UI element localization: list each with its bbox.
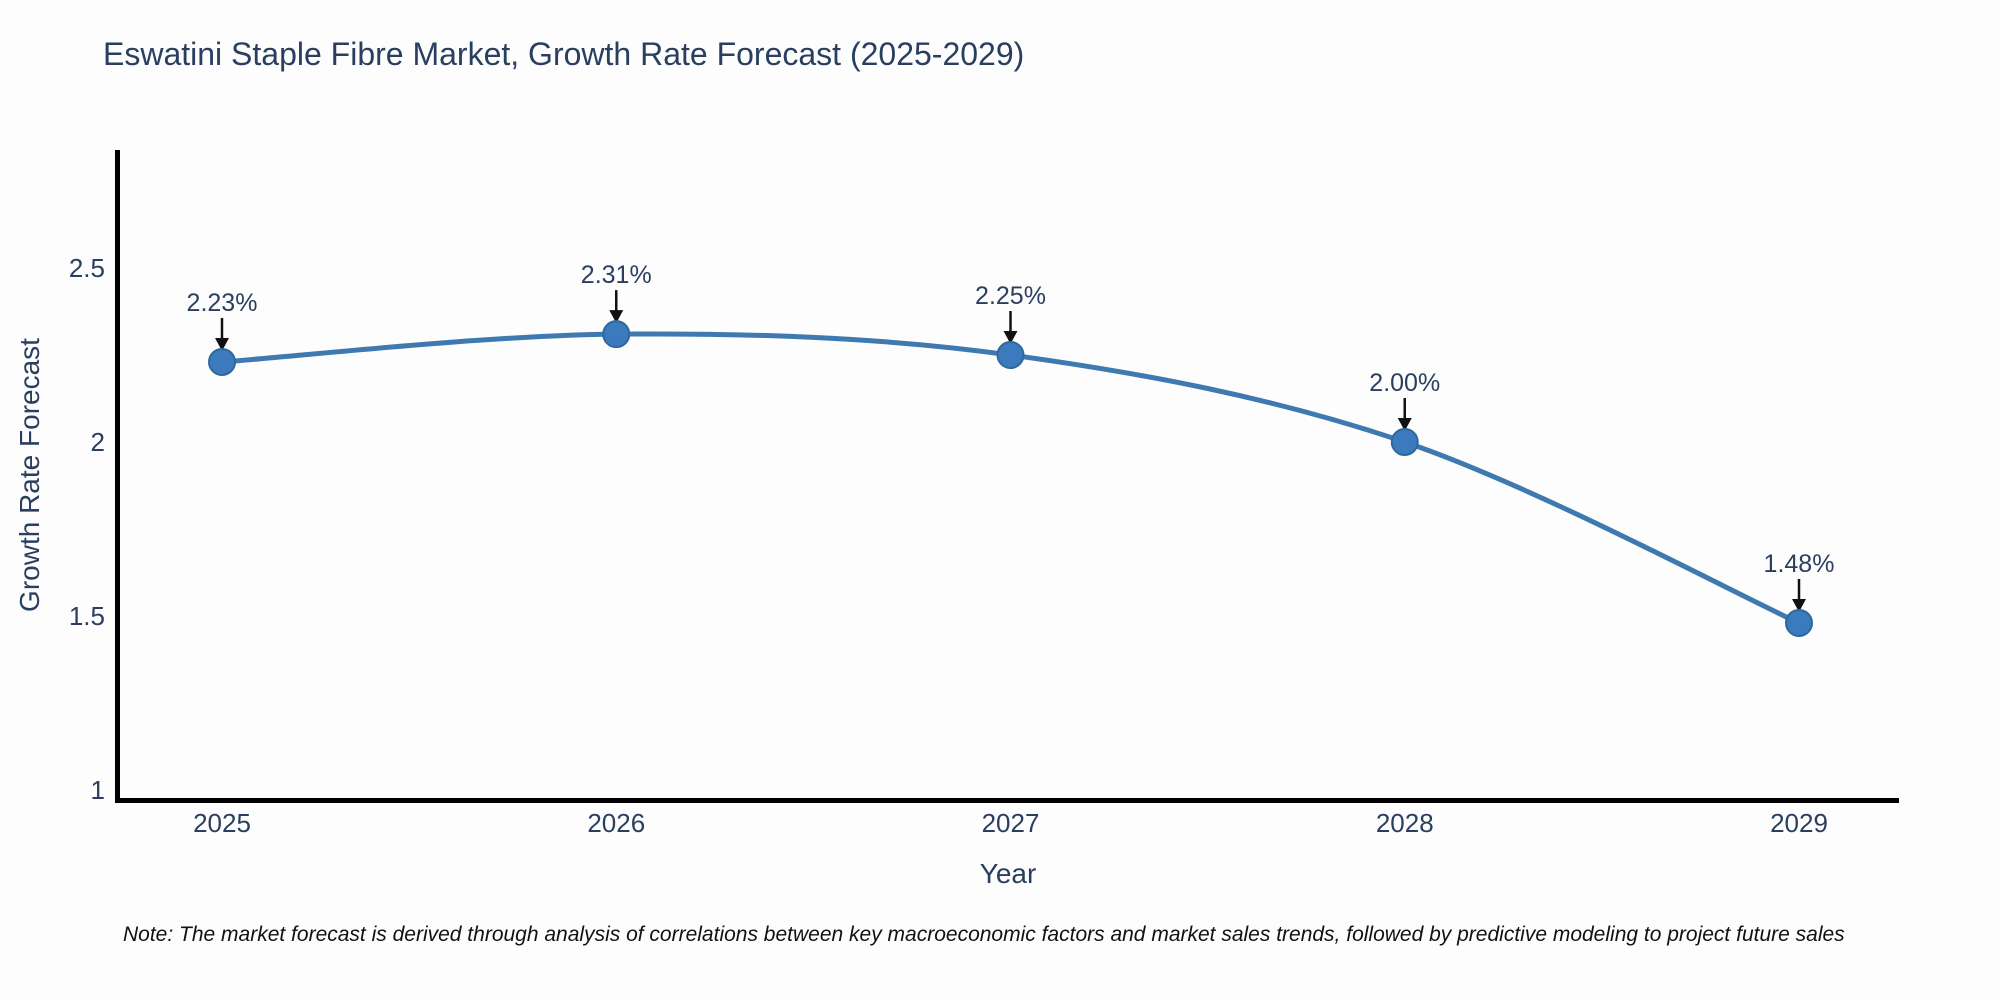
annotation-arrowhead-icon <box>1397 418 1412 431</box>
point-annotation-label: 2.00% <box>1369 369 1440 397</box>
y-tick-label: 2.5 <box>69 253 105 283</box>
data-point[interactable] <box>996 341 1025 369</box>
x-tick-label: 2029 <box>1770 808 1828 838</box>
y-tick-label: 1 <box>91 775 105 805</box>
x-tick-label: 2028 <box>1376 808 1434 838</box>
x-tick-label: 2027 <box>982 808 1040 838</box>
annotation-arrowhead-icon <box>609 310 624 324</box>
point-annotation-label: 2.23% <box>187 289 258 317</box>
y-tick-label: 1.5 <box>69 601 105 631</box>
point-annotation-label: 2.25% <box>975 282 1046 310</box>
data-point[interactable] <box>1390 428 1419 456</box>
chart-title: Eswatini Staple Fibre Market, Growth Rat… <box>103 36 1025 72</box>
data-point[interactable] <box>602 320 631 349</box>
forecast-line <box>219 331 1802 626</box>
data-point[interactable] <box>1785 608 1813 637</box>
point-annotation-label: 1.48% <box>1764 550 1835 578</box>
y-tick-label: 2 <box>91 427 105 457</box>
data-point[interactable] <box>208 347 236 376</box>
annotation-arrowhead-icon <box>215 337 229 351</box>
point-annotation-label: 2.31% <box>581 261 652 289</box>
x-axis-title: Year <box>979 858 1037 889</box>
x-tick-label: 2025 <box>193 808 251 838</box>
annotation-arrowhead-icon <box>1792 598 1806 612</box>
annotation-arrowhead-icon <box>1003 331 1018 344</box>
footnote: Note: The market forecast is derived thr… <box>123 923 1845 946</box>
x-tick-label: 2026 <box>587 808 645 838</box>
